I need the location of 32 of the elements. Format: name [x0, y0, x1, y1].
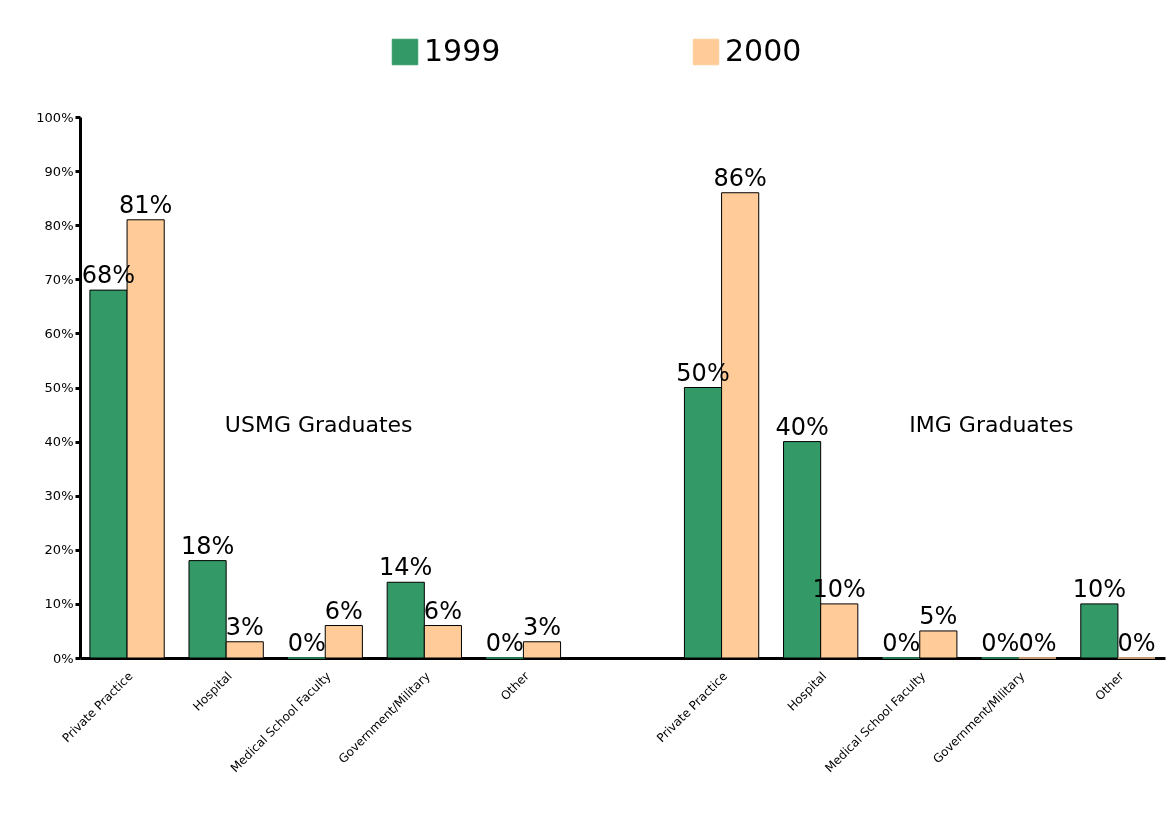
data-label: 0% — [882, 629, 921, 657]
data-label: 6% — [423, 596, 462, 625]
data-label: 14% — [379, 553, 433, 582]
y-tick-label: 0% — [52, 650, 74, 666]
legend-label: 1999 — [424, 33, 501, 68]
annotation: USMG Graduates — [224, 412, 413, 438]
y-tick-label: 80% — [44, 217, 74, 233]
data-label: 18% — [180, 531, 235, 560]
y-tick-label: 10% — [44, 596, 74, 612]
data-label: 81% — [118, 190, 173, 219]
data-label: 10% — [1072, 574, 1127, 603]
data-label: 5% — [919, 601, 958, 630]
data-label: 86% — [713, 163, 767, 192]
data-label: 0% — [287, 629, 326, 657]
data-label: 0% — [485, 629, 524, 657]
data-label: 3% — [522, 612, 562, 641]
y-tick-label: 30% — [44, 488, 74, 504]
y-tick-label: 70% — [44, 271, 74, 287]
y-tick-label: 40% — [44, 434, 74, 450]
legend-label: 2000 — [725, 33, 802, 68]
data-label: 0% — [1117, 629, 1156, 657]
y-tick-label: 90% — [44, 163, 74, 179]
y-tick-label: 20% — [44, 542, 74, 558]
data-label: 0% — [1018, 629, 1057, 657]
y-tick-label: 100% — [36, 109, 74, 125]
y-tick-label: 50% — [44, 380, 74, 395]
annotation: IMG Graduates — [909, 412, 1074, 438]
data-label: 3% — [225, 612, 264, 641]
data-label: 6% — [324, 596, 363, 625]
y-tick-label: 60% — [44, 325, 74, 341]
data-label: 40% — [775, 412, 829, 441]
data-label: 0% — [981, 629, 1020, 657]
